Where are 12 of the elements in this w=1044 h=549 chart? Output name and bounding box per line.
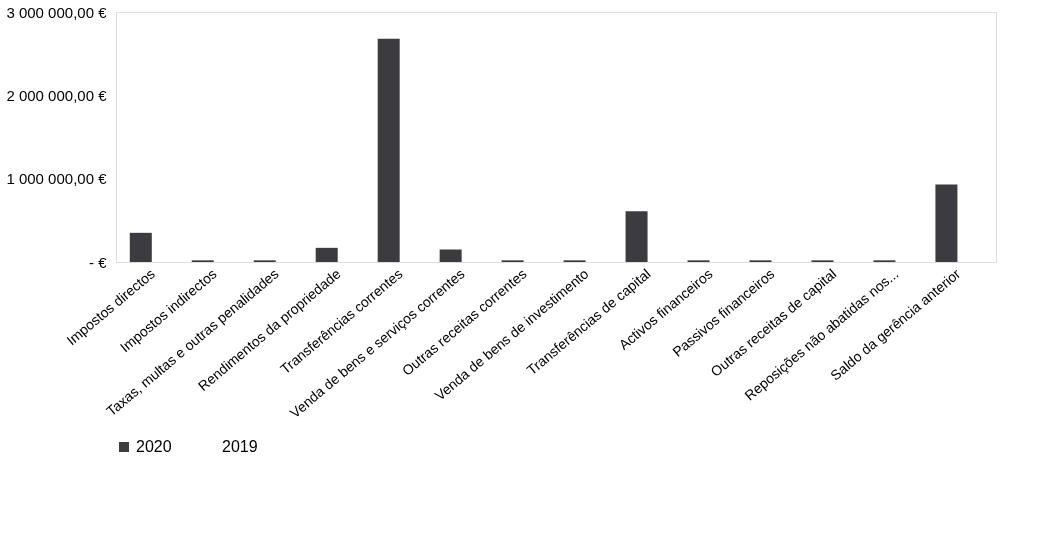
legend-label: 2020 [136,438,172,455]
y-tick-label: 3 000 000,00 € [6,3,108,21]
y-tick-label: - € [88,253,108,271]
bar [315,247,338,262]
bar [625,211,648,262]
bar [377,38,400,262]
y-tick-label: 2 000 000,00 € [6,86,108,104]
bar [439,249,462,262]
text: 2019 [222,438,258,455]
bar [935,184,958,262]
bar [129,232,152,262]
y-tick-label: 1 000 000,00 € [6,170,108,188]
